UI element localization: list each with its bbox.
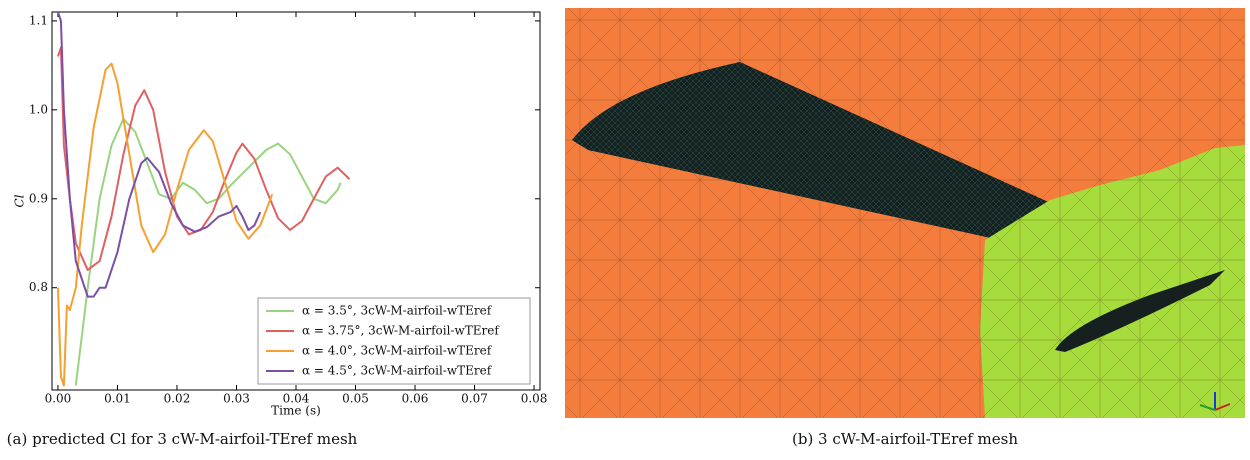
legend-label: α = 4.5°, 3cW-M-airfoil-wTEref [302,364,493,378]
y-axis-label: Cl [13,194,27,207]
x-tick-label: 0.07 [461,392,488,406]
legend-label: α = 4.0°, 3cW-M-airfoil-wTEref [302,344,493,358]
x-tick-label: 0.04 [283,392,310,406]
series-line [58,12,260,297]
x-tick-label: 0.03 [223,392,250,406]
figure: Time (s) Cl (a) predicted Cl for 3 cW-M-… [0,0,1250,456]
x-tick-label: 0.08 [521,392,548,406]
caption: (b) 3 cW-M-airfoil-TEref mesh [792,430,1018,448]
x-tick-label: 0.00 [45,392,72,406]
caption: (a) predicted Cl for 3 cW-M-airfoil-TEre… [7,430,358,448]
y-tick-label: 1.0 [29,102,48,116]
y-tick-label: 0.9 [29,191,48,205]
y-tick-label: 0.8 [29,280,48,294]
legend-label: α = 3.75°, 3cW-M-airfoil-wTEref [302,324,500,338]
x-axis-label: Time (s) [271,404,321,418]
legend-label: α = 3.5°, 3cW-M-airfoil-wTEref [302,304,493,318]
mesh-image [565,8,1245,418]
y-tick-label: 1.1 [29,13,48,27]
x-tick-label: 0.01 [104,392,131,406]
series-line [58,64,272,386]
series-line [58,48,350,270]
x-tick-label: 0.05 [342,392,369,406]
x-tick-label: 0.06 [402,392,429,406]
x-tick-label: 0.02 [164,392,191,406]
